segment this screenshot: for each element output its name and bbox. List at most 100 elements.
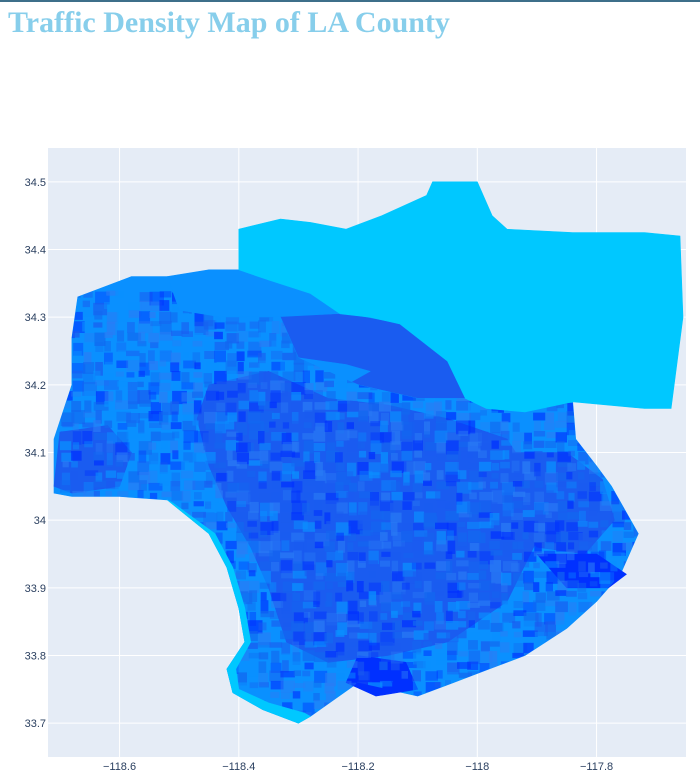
tract-cell bbox=[412, 670, 421, 682]
tract-cell bbox=[424, 592, 436, 605]
tract-cell bbox=[390, 470, 402, 478]
tract-cell bbox=[302, 370, 310, 384]
tract-cell bbox=[270, 571, 283, 580]
tract-cell bbox=[226, 470, 234, 482]
tract-cell bbox=[226, 431, 239, 437]
tract-cell bbox=[491, 520, 500, 531]
tract-cell bbox=[159, 342, 169, 353]
region-coastal-strip[interactable] bbox=[167, 499, 312, 724]
tract-cell bbox=[369, 611, 378, 622]
tract-cell bbox=[414, 580, 422, 589]
tract-cell bbox=[236, 341, 245, 349]
tract-cell bbox=[214, 421, 227, 434]
tract-cell bbox=[392, 620, 401, 631]
tract-cell bbox=[324, 512, 331, 525]
tract-cell bbox=[60, 480, 71, 493]
tract-cell bbox=[313, 443, 326, 452]
tract-cell bbox=[183, 441, 191, 450]
tract-cell bbox=[578, 561, 586, 572]
tract-cell bbox=[214, 312, 222, 324]
tract-cell bbox=[292, 471, 299, 479]
tract-cell bbox=[83, 352, 92, 365]
tract-cell bbox=[490, 450, 505, 460]
tract-cell bbox=[304, 390, 314, 400]
tract-cell bbox=[281, 332, 295, 344]
tract-cell bbox=[282, 622, 298, 628]
tract-cell bbox=[293, 520, 308, 530]
tract-cell bbox=[478, 481, 486, 489]
tract-cell bbox=[226, 370, 237, 381]
tract-cell bbox=[248, 652, 261, 659]
tract-cell bbox=[236, 531, 252, 544]
tract-cell bbox=[159, 350, 172, 362]
tract-cell bbox=[214, 350, 226, 363]
tract-cell bbox=[237, 512, 250, 520]
tract-cell bbox=[293, 670, 302, 677]
tract-cell bbox=[304, 360, 314, 373]
tract-cell bbox=[304, 383, 314, 394]
tract-cell bbox=[412, 620, 423, 626]
tract-cell bbox=[391, 671, 400, 683]
tract-cell bbox=[248, 492, 261, 503]
tract-cell bbox=[249, 590, 258, 602]
tract-cell bbox=[436, 612, 444, 625]
tract-cell bbox=[303, 451, 310, 463]
tract-cell bbox=[280, 503, 296, 512]
tract-cell bbox=[534, 451, 543, 460]
tract-cell bbox=[358, 552, 366, 563]
tract-cell bbox=[181, 490, 191, 502]
tract-cell bbox=[346, 661, 358, 668]
tract-cell bbox=[194, 312, 205, 327]
tract-cell bbox=[380, 532, 388, 541]
tract-cell bbox=[412, 482, 422, 492]
tract-cell bbox=[357, 481, 365, 492]
tract-cell bbox=[182, 420, 197, 432]
tract-cell bbox=[291, 532, 305, 542]
tract-cell bbox=[127, 382, 138, 391]
tract-cell bbox=[478, 620, 490, 630]
tract-cell bbox=[523, 421, 537, 428]
tract-cell bbox=[337, 540, 346, 553]
tract-cell bbox=[346, 560, 355, 572]
tract-cell bbox=[325, 672, 337, 687]
tract-cell bbox=[600, 481, 609, 494]
tract-cell bbox=[436, 670, 443, 679]
tract-cell bbox=[303, 543, 318, 556]
tract-cell bbox=[435, 411, 447, 423]
tract-cell bbox=[183, 480, 196, 490]
tract-cell bbox=[93, 490, 100, 502]
tract-cell bbox=[357, 520, 373, 530]
region-north-county[interactable] bbox=[238, 181, 684, 413]
tract-cell bbox=[271, 561, 280, 572]
tract-cell bbox=[291, 621, 304, 632]
tract-cell bbox=[281, 512, 293, 526]
tract-cell bbox=[369, 632, 377, 646]
tract-cell bbox=[258, 471, 267, 483]
tract-cell bbox=[269, 670, 284, 682]
tract-cell bbox=[511, 563, 520, 572]
tract-cell bbox=[139, 400, 152, 407]
tract-cell bbox=[172, 340, 182, 347]
tract-cell bbox=[302, 582, 312, 597]
tract-cell bbox=[315, 551, 326, 560]
tract-cell bbox=[357, 541, 371, 547]
tract-cell bbox=[139, 472, 151, 485]
tract-cell bbox=[315, 422, 329, 431]
tract-cell bbox=[402, 392, 416, 401]
tract-cell bbox=[148, 350, 155, 364]
x-tick-label: −118.4 bbox=[222, 761, 255, 773]
tract-cell bbox=[458, 430, 469, 436]
tract-cell bbox=[139, 300, 152, 311]
tract-cell bbox=[214, 322, 225, 329]
tract-cell bbox=[335, 511, 344, 518]
tract-cell bbox=[544, 503, 559, 512]
tract-cell bbox=[61, 452, 73, 462]
tract-cell bbox=[193, 412, 205, 426]
tract-cell bbox=[458, 672, 472, 678]
tract-cell bbox=[568, 572, 576, 579]
tract-cell bbox=[172, 431, 180, 439]
tract-cell bbox=[511, 512, 523, 520]
tract-cell bbox=[159, 480, 169, 487]
tract-cell bbox=[325, 691, 336, 703]
